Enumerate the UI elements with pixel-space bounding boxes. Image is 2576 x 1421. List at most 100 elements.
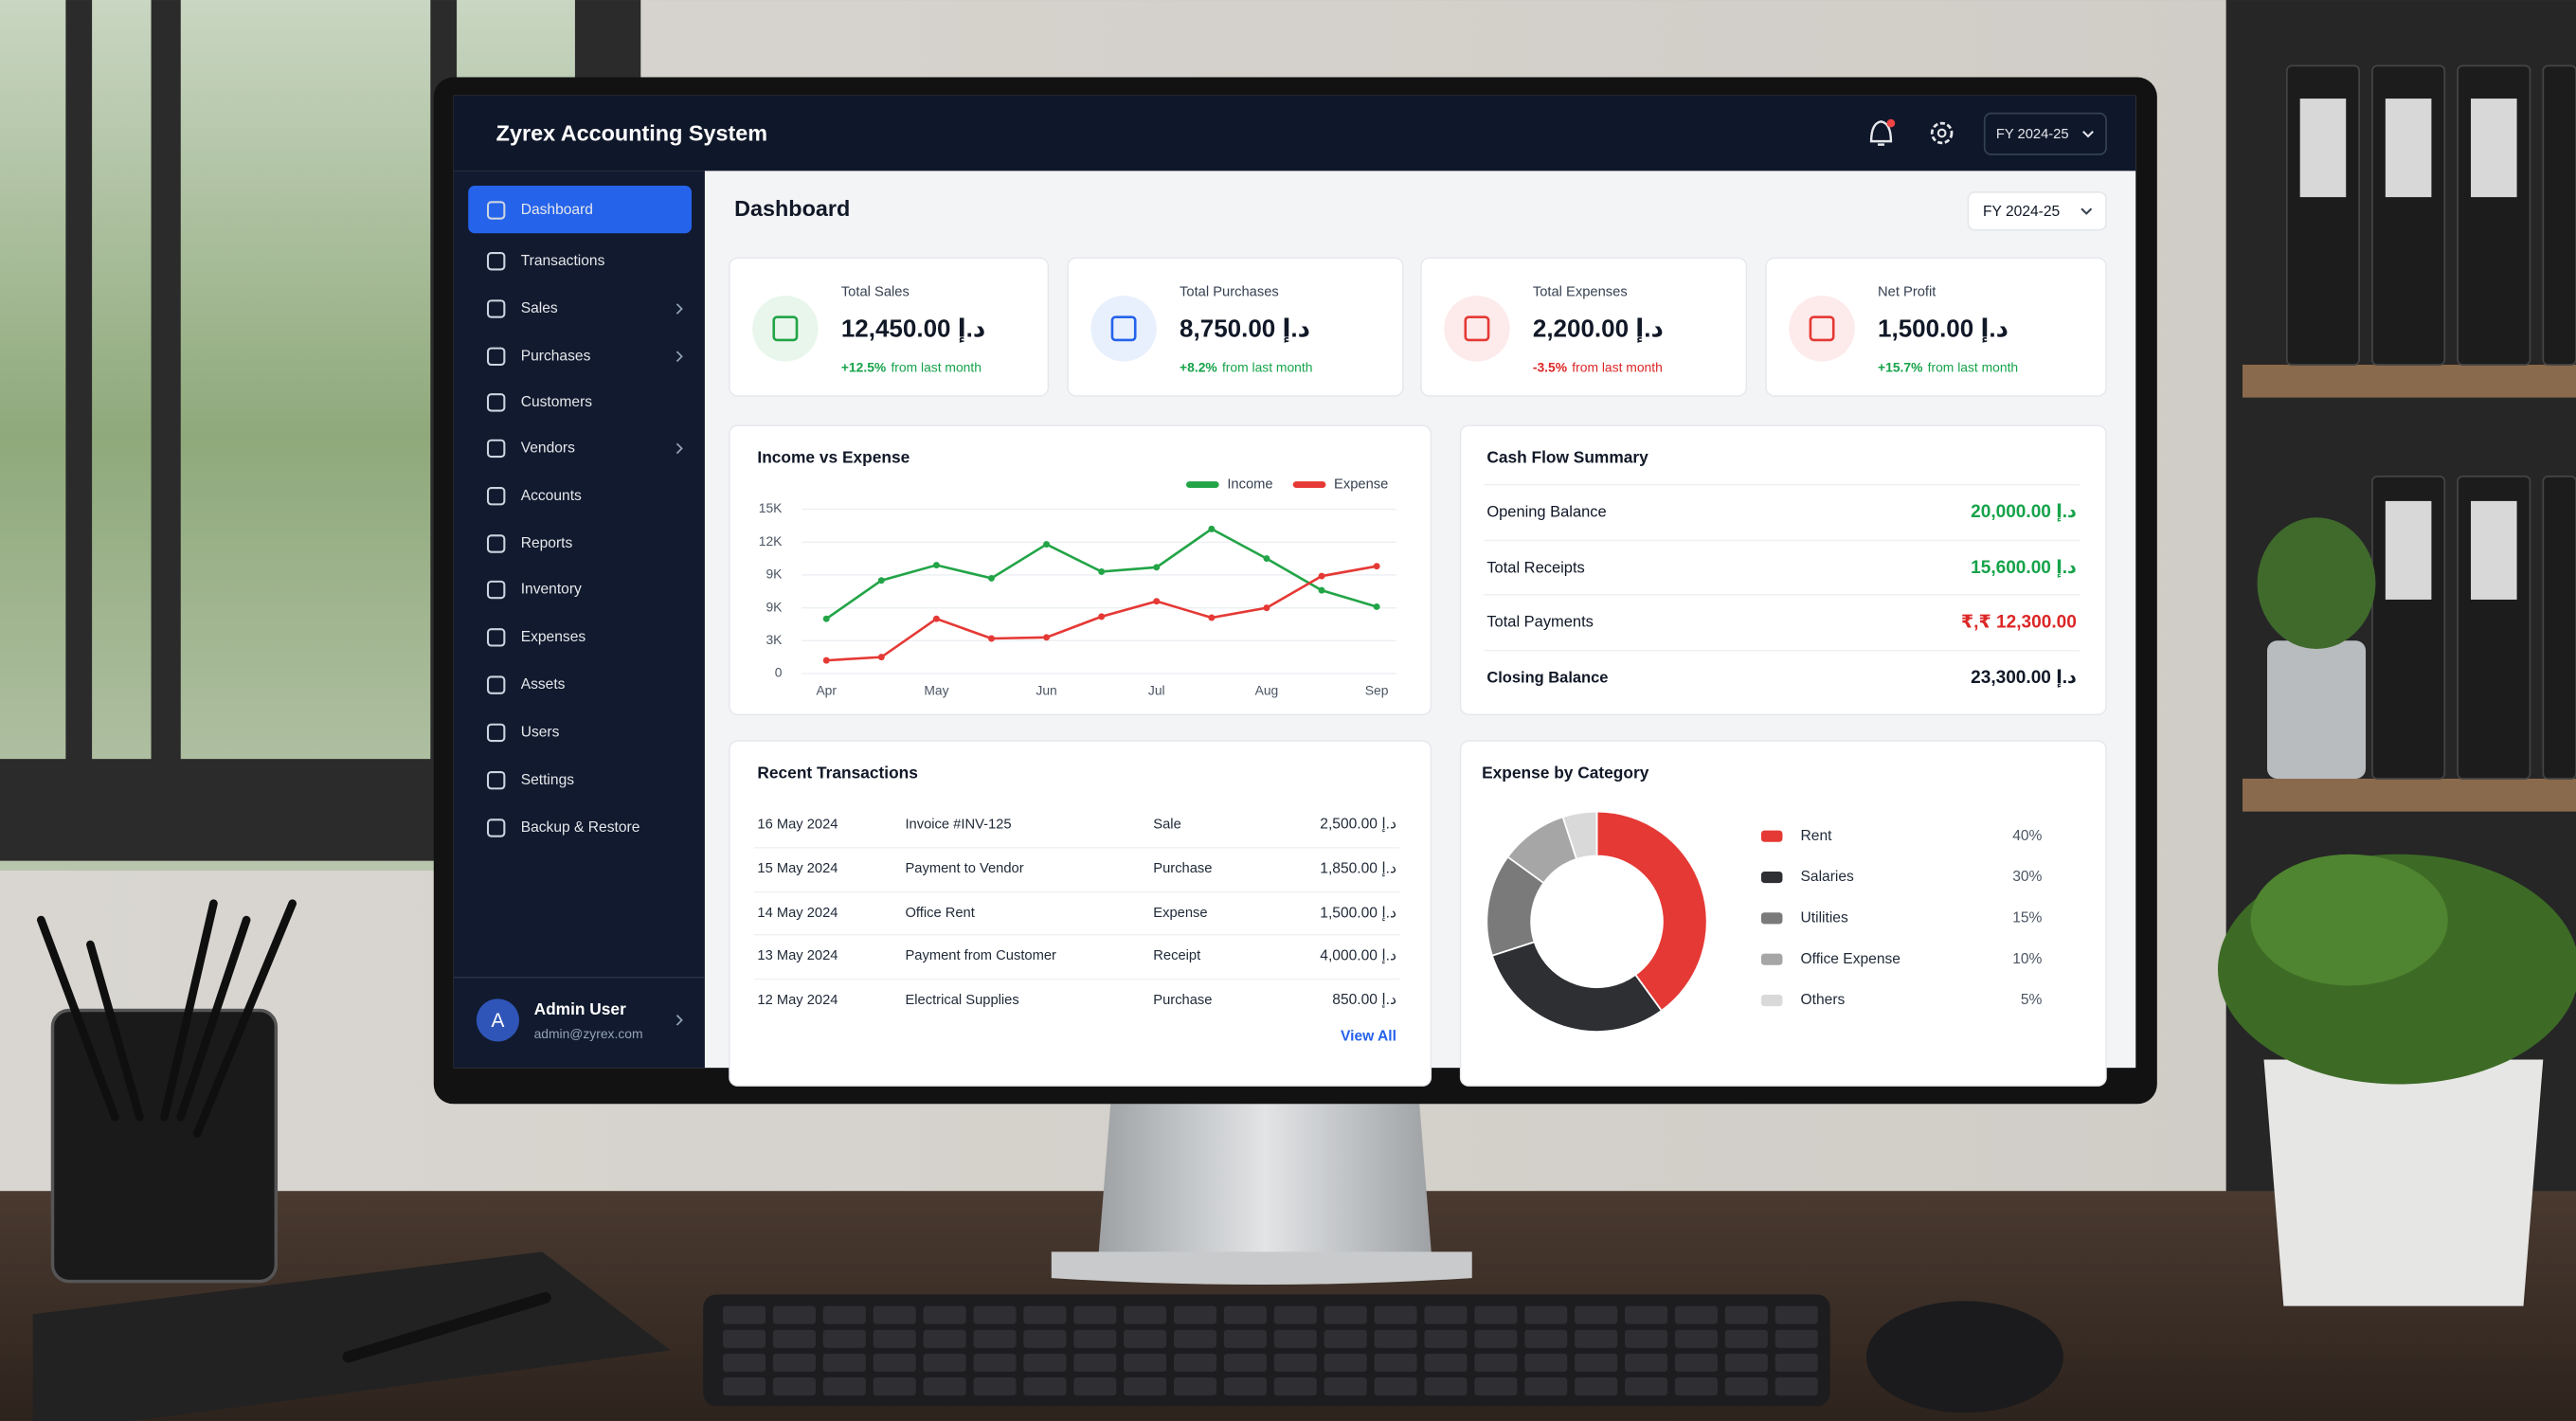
nav-item[interactable]: Vendors (486, 439, 683, 459)
fy-dropdown[interactable] (1967, 191, 2107, 231)
key (1273, 1353, 1317, 1372)
panel (1420, 257, 1747, 397)
card-change-value: +8.2% (1180, 359, 1217, 374)
table-amount: د.إ 4,000.00 (1320, 947, 1396, 963)
key (1674, 1377, 1718, 1396)
nav-icon (486, 723, 506, 743)
card-icon-bg (1090, 296, 1157, 362)
sidebar (453, 171, 705, 1069)
nav-label: Dashboard (521, 202, 593, 218)
legend-label: Utilities (1801, 909, 1848, 926)
app-title: Zyrex Accounting System (496, 120, 767, 145)
nav-item[interactable]: Expenses (486, 628, 586, 647)
card-change-note: from last month (1222, 359, 1313, 374)
table-amount: د.إ 850.00 (1332, 992, 1396, 1008)
table-cell: Purchase (1153, 861, 1212, 876)
plant (2250, 854, 2448, 986)
cash-flow-label: Closing Balance (1486, 670, 1608, 687)
nav-item[interactable]: Sales (486, 299, 683, 318)
nav-item[interactable]: Purchases (486, 347, 683, 367)
shelf (2242, 364, 2576, 398)
card-icon (772, 315, 799, 342)
card-label: Total Purchases (1180, 285, 1279, 300)
card-value: د.إ 12,450.00 (841, 314, 985, 343)
nav-icon (486, 486, 506, 506)
key (1674, 1305, 1718, 1324)
fy-selector[interactable] (1983, 112, 2107, 155)
key (873, 1329, 916, 1348)
nav-icon (486, 252, 506, 271)
view-all-link[interactable]: View All (1341, 1028, 1396, 1044)
table-amount: د.إ 1,850.00 (1320, 860, 1396, 876)
y-tick-label: 0 (775, 665, 783, 680)
line-point (1153, 598, 1161, 605)
y-tick-label: 9K (766, 567, 783, 582)
line-point (932, 562, 940, 569)
nav-item[interactable]: Dashboard (468, 185, 693, 234)
card-value: د.إ 2,200.00 (1533, 314, 1664, 343)
pens (37, 899, 297, 1138)
key (1474, 1305, 1518, 1324)
key (722, 1353, 766, 1372)
nav-label: Accounts (521, 488, 582, 504)
line-point (1208, 614, 1216, 621)
table-amount: د.إ 2,500.00 (1320, 817, 1396, 833)
legend-value: 40% (2012, 828, 2042, 844)
nav-label: Customers (521, 394, 593, 410)
key (973, 1305, 1017, 1324)
binder-labels (2299, 99, 2517, 600)
legend-value: 15% (2012, 909, 2042, 926)
key (1524, 1377, 1568, 1396)
table-cell: 14 May 2024 (757, 906, 838, 921)
key (1575, 1377, 1618, 1396)
key (1273, 1305, 1317, 1324)
nav-item[interactable]: Users (486, 723, 560, 743)
key (1624, 1353, 1668, 1372)
key (1223, 1329, 1267, 1348)
line-point (1098, 568, 1106, 575)
table-cell: Sale (1153, 817, 1180, 832)
cash-flow-value: د.إ 20,000.00 (1971, 502, 2077, 522)
nav-icon (486, 299, 506, 318)
card-icon-bg (1789, 296, 1855, 362)
nav-label: Sales (521, 300, 558, 316)
panel (729, 424, 1432, 716)
nav-item[interactable]: Reports (486, 534, 572, 553)
key (973, 1353, 1017, 1372)
nav-item[interactable]: Inventory (486, 580, 582, 600)
y-tick-label: 15K (759, 500, 783, 515)
cash-flow-label: Total Receipts (1486, 559, 1584, 576)
nav-item[interactable]: Assets (486, 675, 566, 694)
nav-item[interactable]: Customers (486, 393, 593, 412)
x-tick-label: May (924, 683, 948, 698)
key (1374, 1305, 1417, 1324)
key (1575, 1329, 1618, 1348)
nav-item[interactable]: Backup & Restore (486, 818, 640, 837)
nav-item[interactable]: Accounts (486, 486, 582, 506)
panel-title: Recent Transactions (757, 763, 917, 782)
key (973, 1329, 1017, 1348)
table-cell: Receipt (1153, 948, 1200, 963)
key (1173, 1329, 1217, 1348)
y-tick-label: 3K (766, 632, 783, 647)
card-icon (1464, 315, 1490, 342)
card-change: +12.5% from last month (841, 359, 982, 374)
legend-label: Salaries (1801, 869, 1855, 885)
key (1724, 1353, 1768, 1372)
key (1674, 1329, 1718, 1348)
nav-label: Backup & Restore (521, 819, 640, 836)
chevron (2082, 131, 2094, 138)
nav-label: Settings (521, 772, 575, 788)
key (772, 1353, 816, 1372)
panel (1067, 257, 1404, 397)
avatar (476, 998, 519, 1042)
nav-item[interactable]: Settings (486, 770, 575, 790)
nav-item[interactable]: Transactions (486, 252, 605, 271)
line-point (1043, 634, 1051, 641)
table-cell: Payment to Vendor (905, 861, 1023, 876)
nav-label: Vendors (521, 441, 575, 457)
key (1524, 1353, 1568, 1372)
nav-label: Expenses (521, 629, 586, 645)
key (923, 1353, 966, 1372)
